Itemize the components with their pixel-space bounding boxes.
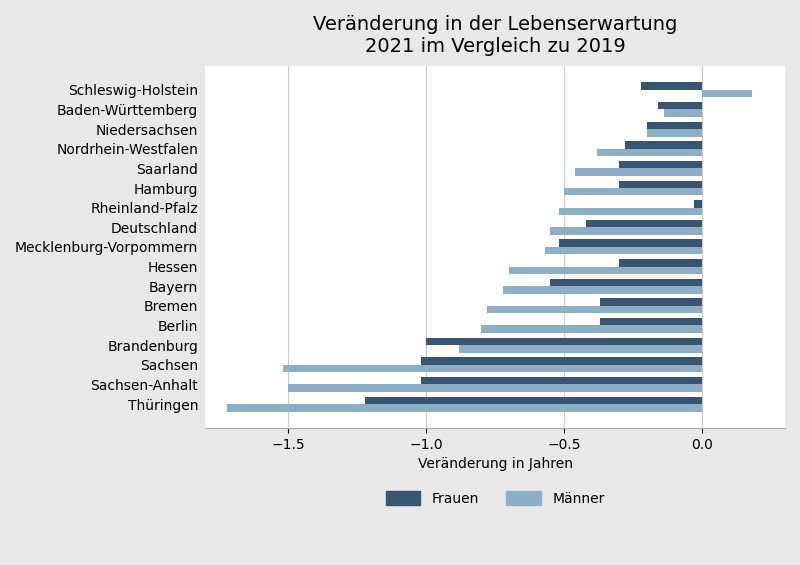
Bar <box>459 345 702 353</box>
Bar <box>658 102 702 110</box>
Bar <box>694 200 702 208</box>
Bar <box>558 240 702 247</box>
Bar <box>426 338 702 345</box>
X-axis label: Veränderung in Jahren: Veränderung in Jahren <box>418 457 573 471</box>
Bar <box>619 259 702 267</box>
Bar <box>598 149 702 156</box>
Bar <box>288 384 702 392</box>
Title: Veränderung in der Lebenserwartung
2021 im Vergleich zu 2019: Veränderung in der Lebenserwartung 2021 … <box>313 15 678 56</box>
Bar <box>366 397 702 404</box>
Bar <box>227 404 702 411</box>
Bar <box>421 377 702 384</box>
Bar <box>575 168 702 176</box>
Bar <box>663 110 702 117</box>
Bar <box>558 208 702 215</box>
Bar <box>625 141 702 149</box>
Bar <box>642 82 702 90</box>
Bar <box>647 129 702 137</box>
Bar <box>421 357 702 365</box>
Bar <box>503 286 702 294</box>
Legend: Frauen, Männer: Frauen, Männer <box>380 486 610 511</box>
Bar <box>702 90 752 97</box>
Bar <box>600 318 702 325</box>
Bar <box>619 181 702 188</box>
Bar <box>550 279 702 286</box>
Bar <box>482 325 702 333</box>
Bar <box>550 227 702 235</box>
Bar <box>600 298 702 306</box>
Bar <box>509 267 702 274</box>
Bar <box>619 161 702 168</box>
Bar <box>647 121 702 129</box>
Bar <box>545 247 702 254</box>
Bar <box>282 365 702 372</box>
Bar <box>564 188 702 195</box>
Bar <box>487 306 702 314</box>
Bar <box>586 220 702 227</box>
